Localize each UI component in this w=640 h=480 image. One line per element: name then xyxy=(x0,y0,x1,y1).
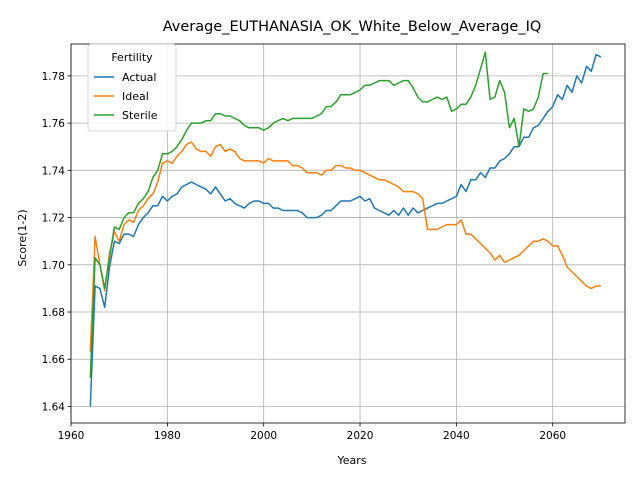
legend-label-ideal: Ideal xyxy=(122,90,149,103)
legend-title: Fertility xyxy=(111,51,153,64)
series-line-ideal xyxy=(89,141,601,353)
y-axis-label: Score(1-2) xyxy=(16,209,29,266)
x-tick-label: 2020 xyxy=(347,430,374,442)
y-tick-label: 1.64 xyxy=(42,401,66,413)
chart-title: Average_EUTHANASIA_OK_White_Below_Averag… xyxy=(163,19,542,35)
y-axis: 1.64 1.66 1.68 1.70 1.72 1.74 1.76 1.78 xyxy=(42,71,71,413)
y-tick-label: 1.78 xyxy=(42,71,65,83)
x-tick-label: 2040 xyxy=(443,430,470,442)
legend: Fertility Actual Ideal Sterile xyxy=(87,43,177,132)
x-tick-label: 2060 xyxy=(539,430,566,442)
series-lines xyxy=(89,51,602,407)
x-tick-label: 1980 xyxy=(154,430,181,442)
y-tick-label: 1.66 xyxy=(42,354,66,366)
legend-label-actual: Actual xyxy=(122,71,156,84)
x-tick-label: 2000 xyxy=(250,430,277,442)
y-tick-label: 1.76 xyxy=(42,118,66,130)
y-tick-label: 1.72 xyxy=(42,213,65,225)
y-tick-label: 1.74 xyxy=(42,165,66,177)
y-tick-label: 1.68 xyxy=(42,307,65,319)
x-axis: 1960 1980 2000 2020 2040 2060 xyxy=(58,423,566,442)
legend-label-sterile: Sterile xyxy=(122,109,158,122)
series-line-actual xyxy=(89,53,602,407)
x-axis-label: Years xyxy=(336,454,366,467)
legend-box xyxy=(87,43,177,132)
x-tick-label: 1960 xyxy=(58,430,85,442)
plot-frame xyxy=(70,43,626,424)
y-tick-label: 1.70 xyxy=(42,260,65,272)
series-line-sterile xyxy=(89,51,548,379)
